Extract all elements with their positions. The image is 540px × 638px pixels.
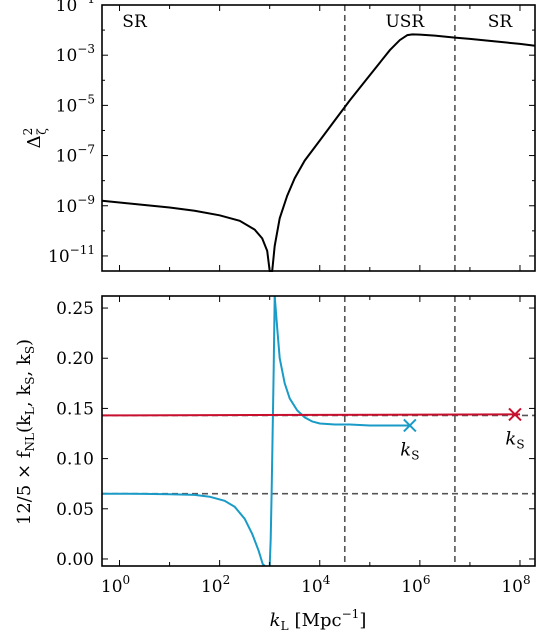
bottom-ytick-label: 0.05 bbox=[56, 500, 94, 520]
top-ytick-label: 10−9 bbox=[56, 193, 95, 217]
marker-label: kS bbox=[400, 439, 419, 462]
top-panel: 10−1 10−3 10−5 10−7 10−9 10−11 SR USR SR Δ2ζ bbox=[21, 0, 536, 272]
region-label: SR bbox=[488, 12, 514, 32]
bottom-ytick-label: 0.25 bbox=[56, 299, 94, 319]
bottom-vlines bbox=[343, 296, 456, 566]
bottom-ylabel: 12/5 × fNL(kL, kS, kS) bbox=[14, 339, 37, 525]
top-yticks: 10−1 10−3 10−5 10−7 10−9 10−11 bbox=[48, 0, 535, 267]
top-xticks bbox=[119, 5, 521, 271]
bottom-ytick-label: 0.00 bbox=[56, 550, 94, 570]
bottom-series-line bbox=[101, 413, 521, 417]
bottom-frame bbox=[101, 295, 536, 567]
top-frame bbox=[101, 4, 536, 272]
bottom-yticks: 0.00 0.05 0.10 0.15 0.20 0.25 bbox=[56, 299, 535, 570]
bottom-series-line bbox=[268, 295, 276, 567]
bottom-ytick-label: 0.10 bbox=[56, 450, 94, 470]
bottom-xtick-label: 104 bbox=[301, 573, 331, 597]
bottom-xlabel: kL [Mpc−1] bbox=[270, 607, 367, 633]
top-ytick-label: 10−5 bbox=[56, 92, 95, 116]
top-ytick-label: 10−3 bbox=[56, 42, 95, 66]
bottom-markers: kS kS bbox=[400, 407, 525, 462]
top-ylabel: Δ2ζ bbox=[21, 128, 49, 149]
top-series bbox=[101, 33, 536, 272]
bottom-series-line bbox=[102, 492, 266, 567]
top-ytick-label: 10−7 bbox=[56, 143, 95, 167]
bottom-xtick-label: 100 bbox=[101, 573, 130, 597]
top-series-line bbox=[101, 33, 536, 272]
cross-marker bbox=[403, 418, 417, 433]
cross-marker bbox=[508, 407, 522, 422]
bottom-series bbox=[101, 295, 521, 567]
bottom-series-line bbox=[273, 295, 410, 427]
bottom-ytick-label: 0.15 bbox=[56, 399, 94, 419]
top-vlines bbox=[343, 5, 456, 271]
top-regions: SR USR SR bbox=[122, 12, 513, 32]
bottom-hlines bbox=[102, 414, 535, 495]
bottom-ytick-label: 0.20 bbox=[56, 349, 94, 369]
bottom-xtick-label: 102 bbox=[201, 573, 230, 597]
bottom-xtick-label: 106 bbox=[401, 573, 430, 597]
bottom-xticks: 100 102 104 106 108 bbox=[101, 296, 531, 597]
marker-label: kS bbox=[505, 428, 524, 451]
region-label: USR bbox=[385, 12, 425, 32]
bottom-xtick-label: 108 bbox=[501, 573, 530, 597]
top-ytick-label: 10−1 bbox=[56, 0, 95, 16]
top-ytick-label: 10−11 bbox=[48, 243, 95, 267]
region-label: SR bbox=[122, 12, 148, 32]
